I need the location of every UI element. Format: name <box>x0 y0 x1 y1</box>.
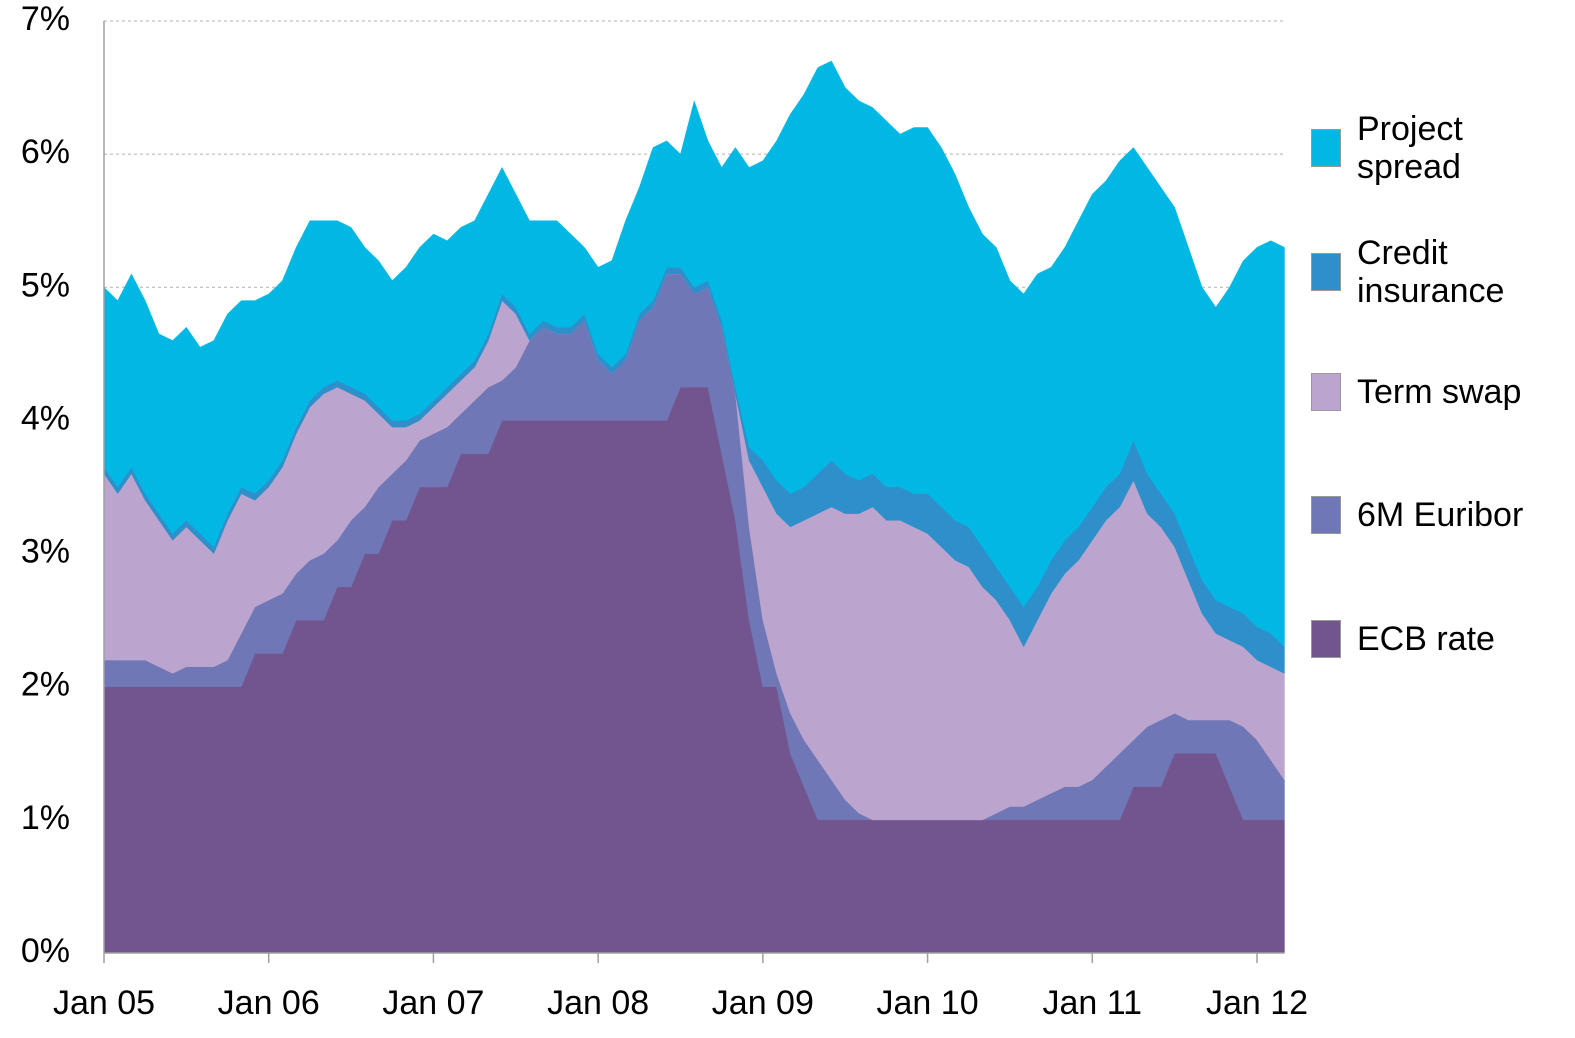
legend-item: ECB rate <box>1311 599 1557 679</box>
legend-swatch <box>1311 373 1341 411</box>
y-tick-label: 1% <box>21 799 70 837</box>
y-tick-label: 3% <box>21 533 70 571</box>
legend-label: Credit insurance <box>1357 234 1505 310</box>
x-tick-label: Jan 05 <box>53 984 155 1022</box>
legend-swatch <box>1311 253 1341 291</box>
y-tick-label: 5% <box>21 266 70 304</box>
x-tick-label: Jan 07 <box>382 984 484 1022</box>
y-tick-label: 2% <box>21 666 70 704</box>
y-tick-label: 7% <box>21 0 70 38</box>
legend-label: ECB rate <box>1357 620 1495 658</box>
legend-label: Project spread <box>1357 110 1463 186</box>
x-tick-label: Jan 12 <box>1206 984 1308 1022</box>
legend-item: Credit insurance <box>1311 232 1557 312</box>
legend-swatch <box>1311 129 1341 167</box>
x-tick-label: Jan 11 <box>1043 984 1143 1022</box>
y-tick-label: 6% <box>21 133 70 171</box>
x-tick-label: Jan 06 <box>218 984 320 1022</box>
legend-item: Term swap <box>1311 352 1557 432</box>
x-tick-label: Jan 08 <box>547 984 649 1022</box>
y-tick-label: 4% <box>21 399 70 437</box>
area <box>103 60 1285 648</box>
legend-swatch <box>1311 620 1341 658</box>
x-tick-label: Jan 10 <box>877 984 979 1022</box>
legend-item: 6M Euribor <box>1311 475 1557 555</box>
y-tick-label: 0% <box>21 932 70 970</box>
legend-label: 6M Euribor <box>1357 496 1524 534</box>
x-tick-label: Jan 09 <box>712 984 814 1022</box>
legend-swatch <box>1311 496 1341 534</box>
legend-label: Term swap <box>1357 373 1522 411</box>
legend-item: Project spread <box>1311 108 1557 188</box>
